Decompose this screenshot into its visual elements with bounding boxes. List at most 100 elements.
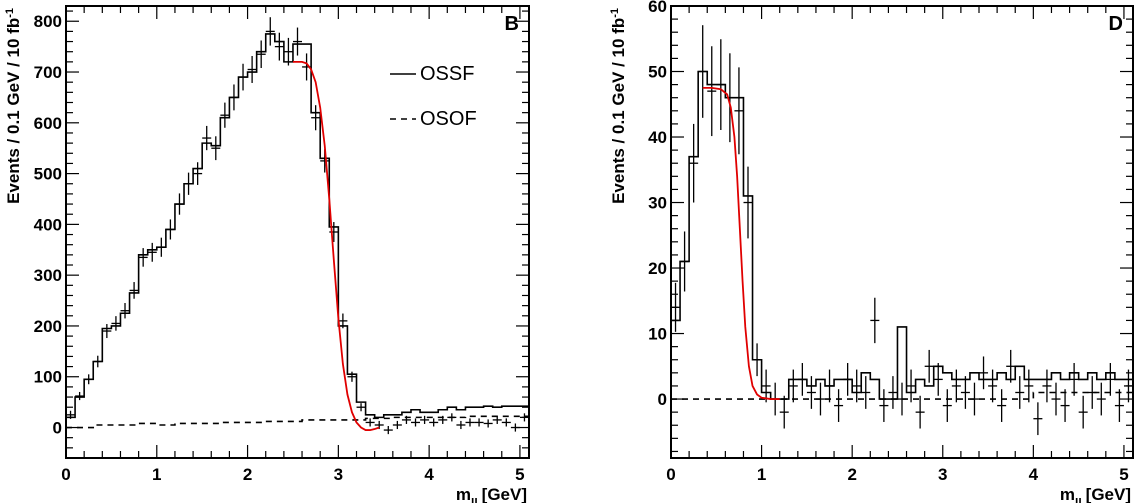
x-tick-label: 1 [757,465,766,484]
fit-curve [702,86,780,400]
y-tick-label: 10 [648,325,667,344]
x-tick-label: 5 [515,465,524,484]
data-point [501,418,511,427]
data-point [806,376,816,409]
panel-label: D [1109,13,1123,35]
legend: OSSF OSOF [390,63,477,130]
y-tick-label: 400 [34,215,62,234]
y-tick-label: 0 [658,390,667,409]
data-point [174,193,184,215]
data-point [184,172,194,195]
x-axis-title: mll [GeV] [456,485,527,503]
y-tick-label: 500 [34,165,62,184]
data-point [924,349,934,383]
data-point [951,369,961,403]
data-point [852,369,862,403]
data-points [671,25,1133,436]
data-point [519,413,529,422]
data-point [365,418,375,427]
y-tick-label: 40 [648,128,667,147]
y-tick-label: 700 [34,63,62,82]
data-point [997,389,1007,422]
series-ossf [670,70,1133,400]
data-point [510,423,520,432]
x-tick-label: 3 [334,465,343,484]
x-tick-label: 3 [938,465,947,484]
x-tick-label: 2 [847,465,856,484]
data-point [1033,402,1043,436]
data-point [247,55,257,83]
data-point [138,248,148,267]
data-point [93,355,103,368]
data-point [392,420,402,430]
data-point [75,391,85,401]
data-point [147,242,157,262]
data-point [942,389,952,422]
data-point [979,356,989,390]
y-tick-label: 50 [648,63,667,82]
data-point [1105,363,1115,396]
data-point [725,53,735,143]
data-point [1123,369,1133,403]
legend-label: OSSF [420,63,474,85]
data-point [1114,389,1124,422]
data-point [311,105,321,131]
data-point [960,376,970,409]
data-point [788,369,798,403]
data-point [779,395,789,429]
data-point [1078,395,1088,429]
y-axis-title: Events / 0.1 GeV / 10 fb-1 [4,8,23,204]
data-point [1069,363,1079,396]
data-point [202,125,212,151]
data-point [1006,349,1016,383]
data-point [492,415,502,424]
x-tick-label: 0 [666,465,675,484]
data-point [120,303,130,319]
y-tick-label: 30 [648,194,667,213]
data-point [988,369,998,403]
data-points [66,17,529,435]
panel-label: B [505,13,519,35]
data-point [283,37,293,66]
data-point [193,162,203,185]
data-point [1096,382,1106,416]
data-point [329,222,339,242]
data-point [102,324,112,339]
series-ossf [65,33,529,428]
y-tick-label: 20 [648,259,667,278]
y-tick-label: 600 [34,114,62,133]
data-point [689,123,699,203]
data-point [456,420,466,430]
data-point [1015,376,1025,409]
y-tick-label: 0 [53,419,62,438]
data-point [1024,369,1034,403]
data-point [238,63,248,91]
data-point [888,376,898,409]
y-tick-label: 100 [34,368,62,387]
data-point [1060,389,1070,422]
y-tick-label: 800 [34,12,62,31]
data-point [834,389,844,422]
data-point [734,67,744,155]
series-osof [671,391,1133,400]
data-point [861,376,871,409]
x-tick-label: 4 [424,465,434,484]
y-tick-label: 60 [648,0,667,16]
data-point [411,418,421,427]
data-point [293,27,302,56]
chart-panel-B: 0 1 2 3 4 5 0 100 200 300 400 500 600 700 800 mll [GeV] E… [4,5,530,503]
data-point [274,32,284,61]
data-point [165,219,175,240]
data-point [743,166,753,239]
data-point [229,84,239,111]
data-point [825,369,835,403]
x-axis-title: mll [GeV] [1060,485,1131,503]
data-point [671,282,681,332]
data-point [843,363,853,396]
data-point [347,371,357,382]
data-point [383,426,393,435]
data-point [1042,369,1052,403]
data-point [265,17,275,46]
data-point [483,419,493,428]
data-point [698,25,708,118]
